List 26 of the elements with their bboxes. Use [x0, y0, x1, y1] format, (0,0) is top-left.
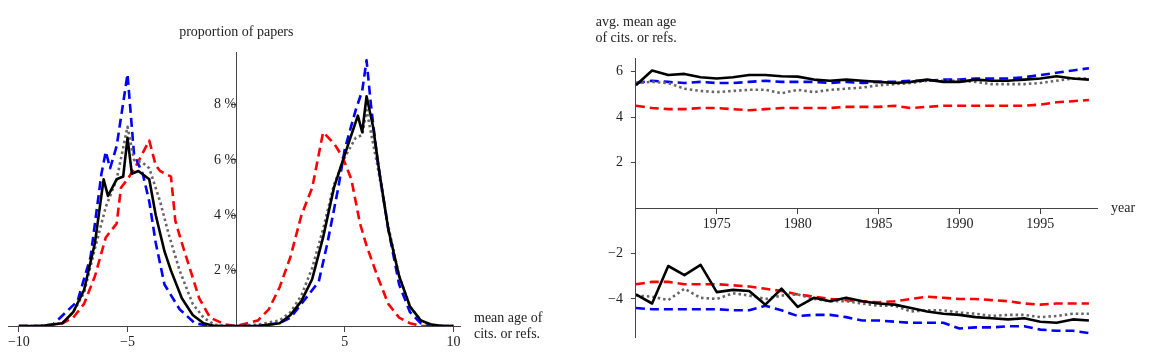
x-tick-label: −10 [7, 334, 30, 350]
line-series [635, 98, 1091, 112]
x-tick-label: 1975 [702, 216, 731, 232]
y-tick-label: 8 % [214, 96, 237, 112]
x-tick-label: 5 [341, 334, 349, 350]
y-tick-label: 4 [615, 108, 623, 124]
line-series [635, 304, 1091, 335]
line-series [635, 287, 1091, 319]
line-series [635, 280, 1091, 306]
x-tick-label: 1980 [783, 216, 812, 232]
x-tick-label: 1995 [1026, 216, 1055, 232]
y-axis-title: avg. mean age of cits. or refs. [595, 14, 677, 46]
y-tick-label: 2 [615, 154, 623, 170]
y-tick-label: −2 [607, 245, 623, 261]
x-axis-title: year [1111, 200, 1136, 217]
x-axis-title: mean age of cits. or refs. [474, 310, 543, 342]
x-tick-label: 1985 [864, 216, 893, 232]
y-tick-label: 6 [615, 63, 623, 79]
y-axis-title: proportion of papers [179, 24, 294, 40]
y-tick-label: 6 % [214, 151, 237, 167]
y-tick-label: −4 [607, 290, 623, 306]
x-tick-label: −5 [120, 334, 135, 350]
y-tick-label: 4 % [214, 206, 237, 222]
x-tick-label: 10 [446, 334, 461, 350]
x-tick-label: 1990 [945, 216, 974, 232]
y-tick-label: 2 % [214, 262, 237, 278]
